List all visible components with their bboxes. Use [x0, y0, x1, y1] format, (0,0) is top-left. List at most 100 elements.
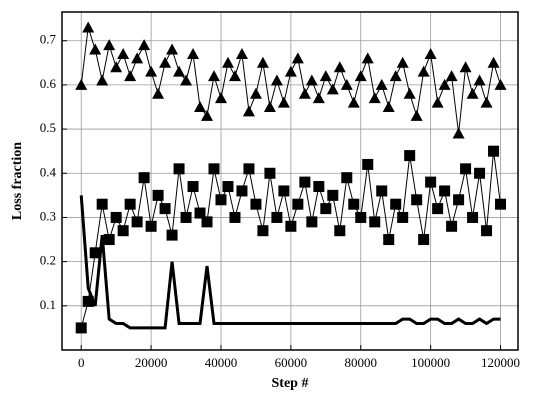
triangle-marker	[277, 96, 290, 108]
triangle-marker	[263, 100, 276, 112]
triangle-marker	[466, 87, 479, 99]
square-marker	[411, 194, 423, 206]
y-tick-label: 0.5	[40, 120, 56, 135]
triangle-marker	[208, 70, 220, 82]
square-marker	[145, 220, 157, 232]
square-marker	[355, 211, 367, 223]
triangle-marker	[249, 87, 262, 99]
triangle-marker	[354, 70, 367, 82]
square-marker	[236, 185, 248, 197]
triangle-marker	[103, 39, 116, 51]
square-marker	[124, 198, 136, 210]
square-marker	[460, 163, 472, 175]
y-tick-label: 0.6	[40, 76, 57, 91]
square-marker	[250, 198, 262, 210]
triangle-marker	[166, 43, 179, 55]
triangle-marker	[256, 56, 269, 68]
triangle-marker	[201, 109, 214, 121]
triangle-marker	[235, 47, 248, 59]
triangle-marker	[473, 74, 486, 86]
square-marker	[75, 322, 87, 334]
square-marker	[306, 216, 318, 228]
square-marker	[222, 181, 234, 193]
triangle-marker	[375, 78, 388, 90]
triangle-marker	[180, 74, 193, 86]
triangle-marker	[138, 39, 151, 51]
triangle-marker	[145, 65, 158, 77]
y-tick-label: 0.4	[40, 164, 57, 179]
square-marker	[89, 247, 101, 259]
square-marker	[299, 176, 311, 188]
triangle-marker	[89, 43, 102, 55]
square-marker	[488, 145, 500, 157]
y-tick-label: 0.3	[40, 208, 56, 223]
triangle-marker	[424, 47, 437, 59]
triangle-marker	[96, 74, 109, 86]
square-marker	[110, 211, 122, 223]
square-marker	[103, 234, 115, 246]
square-marker	[334, 225, 346, 237]
triangle-marker	[410, 109, 423, 121]
square-marker	[229, 211, 241, 223]
square-marker	[264, 167, 276, 179]
triangle-marker	[361, 52, 374, 64]
triangle-marker	[452, 127, 465, 139]
square-marker	[201, 216, 213, 228]
square-marker	[292, 198, 304, 210]
square-marker	[348, 198, 360, 210]
triangle-marker	[494, 78, 507, 90]
triangle-marker	[194, 100, 207, 112]
square-marker	[327, 189, 339, 201]
triangle-marker	[333, 61, 346, 73]
x-tick-label: 20000	[135, 355, 168, 370]
x-tick-label: 120000	[481, 355, 520, 370]
square-marker	[131, 216, 143, 228]
triangle-marker	[110, 61, 123, 73]
square-marker	[397, 211, 409, 223]
square-marker	[82, 295, 94, 307]
triangle-marker	[459, 61, 472, 73]
square-marker	[215, 194, 227, 206]
square-marker	[278, 185, 290, 197]
triangle-marker	[417, 65, 430, 77]
triangle-marker	[312, 92, 325, 104]
square-marker	[313, 181, 325, 193]
x-tick-label: 80000	[345, 355, 378, 370]
y-tick-label: 0.1	[40, 297, 56, 312]
square-marker	[425, 176, 437, 188]
triangle-marker	[228, 70, 241, 82]
square-marker	[404, 150, 416, 162]
x-tick-label: 40000	[205, 355, 238, 370]
square-marker	[166, 229, 178, 241]
triangle-marker	[305, 74, 318, 86]
square-marker	[320, 203, 332, 215]
y-tick-label: 0.2	[40, 253, 56, 268]
square-marker	[376, 185, 388, 197]
triangle-marker	[242, 105, 255, 117]
square-marker	[117, 225, 129, 237]
square-marker	[383, 234, 395, 246]
square-marker	[390, 198, 402, 210]
square-marker	[418, 234, 430, 246]
square-marker	[152, 189, 164, 201]
triangle-marker	[270, 74, 283, 86]
triangle-marker	[173, 65, 186, 77]
triangle-marker	[159, 56, 172, 68]
square-marker	[467, 211, 479, 223]
triangle-marker	[124, 70, 137, 82]
square-marker	[159, 203, 171, 215]
square-marker	[208, 163, 220, 175]
plot-frame	[61, 11, 519, 351]
square-marker	[439, 185, 451, 197]
triangle-marker	[291, 52, 304, 64]
x-axis-label: Step #	[272, 376, 309, 391]
triangle-marker	[382, 100, 395, 112]
square-marker	[271, 211, 283, 223]
square-marker	[474, 167, 486, 179]
triangle-marker	[438, 78, 451, 90]
square-marker	[495, 198, 507, 210]
square-marker	[194, 207, 206, 219]
square-marker	[341, 172, 353, 184]
triangle-marker	[326, 83, 339, 95]
